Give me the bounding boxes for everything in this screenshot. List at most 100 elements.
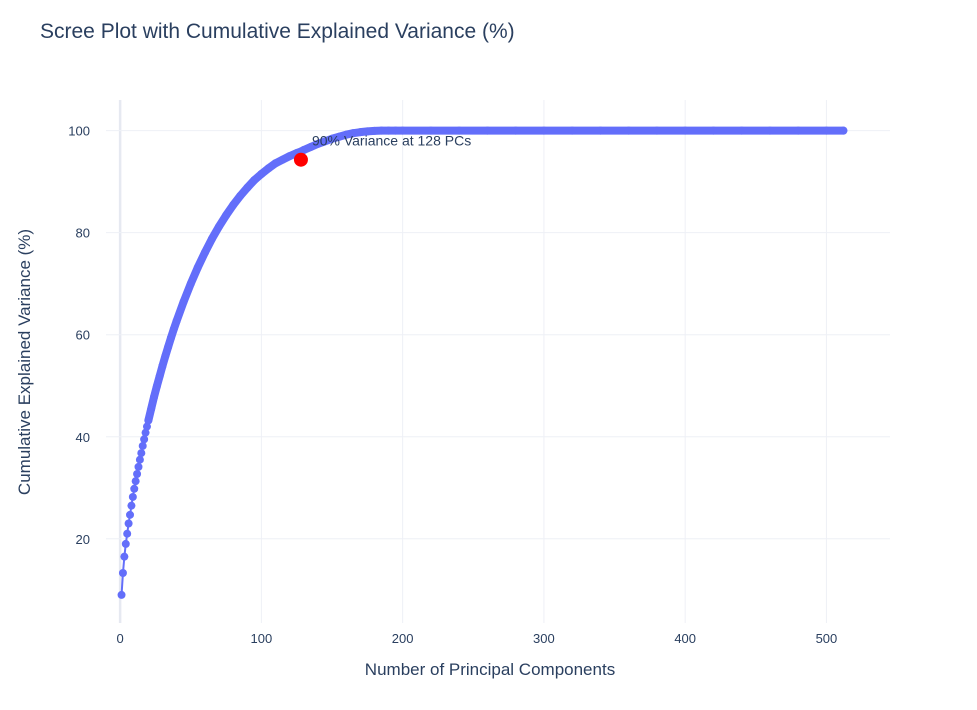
data-point [822, 126, 831, 135]
data-point [765, 126, 774, 135]
data-point [363, 127, 372, 136]
data-point [131, 477, 140, 486]
data-point [709, 126, 718, 135]
data-point [130, 484, 139, 493]
data-point [398, 126, 407, 135]
data-point [278, 155, 287, 164]
data-point [271, 159, 280, 168]
data-point [222, 211, 231, 220]
y-tick-label: 80 [76, 226, 90, 241]
data-point [511, 126, 520, 135]
data-point [172, 316, 181, 325]
data-point [349, 129, 358, 138]
data-point [356, 128, 365, 137]
data-point [370, 126, 379, 135]
data-point [839, 126, 848, 135]
data-point [118, 568, 127, 577]
data-point [313, 139, 322, 148]
data-point [142, 422, 151, 431]
x-tick-label: 400 [674, 631, 696, 646]
data-point [384, 126, 393, 135]
data-point [320, 137, 329, 146]
data-point [285, 152, 294, 161]
chart-title: Scree Plot with Cumulative Explained Var… [40, 20, 515, 43]
data-point [596, 126, 605, 135]
data-point [169, 325, 178, 334]
y-tick-label: 20 [76, 532, 90, 547]
data-point [299, 146, 308, 155]
data-point [117, 590, 126, 599]
data-point [200, 248, 209, 257]
data-point [186, 279, 195, 288]
data-point [264, 164, 273, 173]
highlight-point [293, 152, 308, 167]
data-point [539, 126, 548, 135]
data-point [193, 263, 202, 272]
data-point [133, 470, 142, 479]
data-point [123, 529, 132, 538]
data-point [229, 201, 238, 210]
data-point [140, 435, 149, 444]
data-point [568, 126, 577, 135]
data-point [128, 492, 137, 501]
data-point [127, 501, 136, 510]
data-point [483, 126, 492, 135]
data-point [250, 176, 259, 185]
data-point [120, 552, 129, 561]
data-point [152, 382, 161, 391]
data-point [126, 510, 135, 519]
annotation-label: 90% Variance at 128 PCs [312, 133, 471, 149]
data-point [150, 392, 159, 401]
data-point [794, 126, 803, 135]
data-point [137, 449, 146, 458]
series [117, 126, 848, 599]
y-axis-label: Cumulative Explained Variance (%) [15, 229, 34, 495]
x-tick-label: 300 [533, 631, 555, 646]
y-tick-label: 40 [76, 430, 90, 445]
data-point [158, 361, 167, 370]
data-point [166, 333, 175, 342]
data-point [147, 404, 156, 413]
data-point [624, 126, 633, 135]
data-point [391, 126, 400, 135]
highlight [293, 152, 308, 167]
data-point [652, 126, 661, 135]
data-point [257, 169, 266, 178]
x-tick-label: 500 [816, 631, 838, 646]
data-point [124, 519, 133, 528]
data-point [138, 441, 147, 450]
data-point [306, 142, 315, 151]
data-point [342, 130, 351, 139]
data-point [155, 372, 164, 381]
data-point [179, 297, 188, 306]
data-point [335, 132, 344, 141]
data-point [215, 222, 224, 231]
x-tick-label: 200 [392, 631, 414, 646]
data-point [164, 342, 173, 351]
data-point [681, 126, 690, 135]
x-tick-label: 100 [251, 631, 273, 646]
data-point [141, 428, 150, 437]
axes: 0 100 200 300 400 500 20 40 60 80 100 [68, 124, 837, 646]
data-point [377, 126, 386, 135]
x-tick-label: 0 [117, 631, 124, 646]
x-axis-label: Number of Principal Components [365, 660, 615, 679]
data-point [134, 462, 143, 471]
data-point [328, 134, 337, 143]
data-point [455, 126, 464, 135]
data-point [144, 416, 153, 425]
data-point [121, 539, 130, 548]
data-point [243, 183, 252, 192]
data-point [207, 234, 216, 243]
grid [106, 100, 890, 623]
y-tick-label: 100 [68, 124, 90, 139]
data-point [236, 191, 245, 200]
data-point [135, 455, 144, 464]
data-point [161, 352, 170, 361]
data-point [737, 126, 746, 135]
y-tick-label: 60 [76, 328, 90, 343]
data-point [426, 126, 435, 135]
